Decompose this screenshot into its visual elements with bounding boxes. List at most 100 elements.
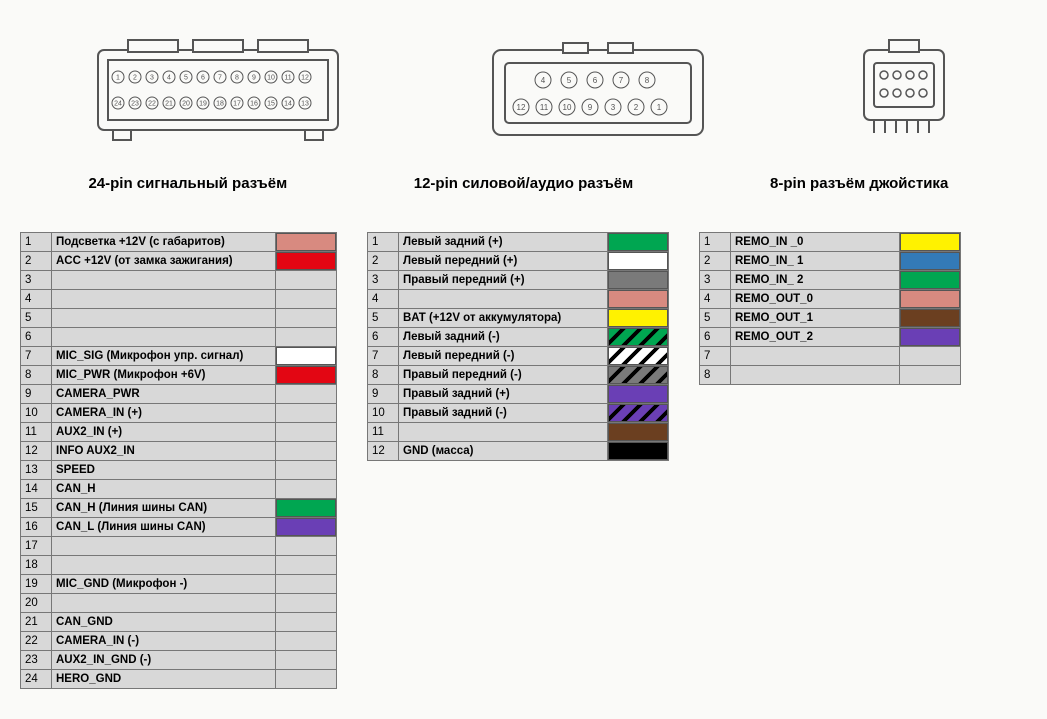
pin-number: 10 xyxy=(368,404,399,423)
svg-text:22: 22 xyxy=(148,101,156,108)
table-row: 14CAN_H xyxy=(21,480,337,499)
pin-number: 11 xyxy=(368,423,399,442)
pin-color-swatch xyxy=(276,518,337,537)
pin-label: MIC_GND (Микрофон -) xyxy=(52,575,276,594)
pin-label xyxy=(52,328,276,347)
pin-number: 24 xyxy=(21,670,52,689)
pin-color-swatch xyxy=(276,347,337,366)
pin-color-swatch xyxy=(276,366,337,385)
pin-color-swatch xyxy=(276,480,337,499)
pin-number: 3 xyxy=(700,271,731,290)
pin-color-swatch xyxy=(276,651,337,670)
svg-text:20: 20 xyxy=(182,101,190,108)
connector-8pin-svg xyxy=(849,35,959,145)
pin-color-swatch xyxy=(276,670,337,689)
connector-12pin-svg: 456781211109321 xyxy=(483,35,713,145)
pin-color-swatch xyxy=(900,347,961,366)
pin-label: REMO_OUT_2 xyxy=(731,328,900,347)
table-8pin: 1REMO_IN _02REMO_IN_ 13REMO_IN_ 24REMO_O… xyxy=(699,232,961,385)
pin-color-swatch xyxy=(608,233,669,252)
pin-label: REMO_IN_ 1 xyxy=(731,252,900,271)
pin-color-swatch xyxy=(276,442,337,461)
pin-label: Левый передний (-) xyxy=(399,347,608,366)
pin-label: CAMERA_PWR xyxy=(52,385,276,404)
svg-text:17: 17 xyxy=(233,101,241,108)
svg-text:10: 10 xyxy=(563,103,572,112)
table-row: 10Правый задний (-) xyxy=(368,404,669,423)
pin-label xyxy=(399,290,608,309)
pin-color-swatch xyxy=(276,613,337,632)
pin-number: 9 xyxy=(21,385,52,404)
svg-text:7: 7 xyxy=(619,76,624,85)
pin-color-swatch xyxy=(276,499,337,518)
pin-number: 15 xyxy=(21,499,52,518)
svg-text:19: 19 xyxy=(199,101,207,108)
svg-text:15: 15 xyxy=(267,101,275,108)
pin-color-swatch xyxy=(900,233,961,252)
connector-24pin-drawing: 123456789101112242322212019181716151413 xyxy=(88,35,348,145)
pin-color-swatch xyxy=(608,252,669,271)
pin-label: CAN_H xyxy=(52,480,276,499)
svg-text:6: 6 xyxy=(201,75,205,82)
table-row: 24HERO_GND xyxy=(21,670,337,689)
pin-number: 2 xyxy=(21,252,52,271)
pin-number: 18 xyxy=(21,556,52,575)
pin-label: Правый передний (-) xyxy=(399,366,608,385)
pin-label: REMO_IN_ 2 xyxy=(731,271,900,290)
pin-number: 11 xyxy=(21,423,52,442)
pin-label xyxy=(52,594,276,613)
pin-label xyxy=(731,366,900,385)
pin-label: ACC +12V (от замка зажигания) xyxy=(52,252,276,271)
table-row: 20 xyxy=(21,594,337,613)
pin-color-swatch xyxy=(276,404,337,423)
pin-color-swatch xyxy=(608,385,669,404)
pin-number: 5 xyxy=(21,309,52,328)
svg-text:14: 14 xyxy=(284,101,292,108)
svg-text:10: 10 xyxy=(267,75,275,82)
table-row: 16CAN_L (Линия шины CAN) xyxy=(21,518,337,537)
pin-number: 12 xyxy=(21,442,52,461)
table-row: 18 xyxy=(21,556,337,575)
pin-number: 5 xyxy=(368,309,399,328)
pin-label: REMO_OUT_1 xyxy=(731,309,900,328)
pin-number: 23 xyxy=(21,651,52,670)
pin-label: AUX2_IN_GND (-) xyxy=(52,651,276,670)
svg-text:1: 1 xyxy=(657,103,662,112)
table-row: 6 xyxy=(21,328,337,347)
svg-text:3: 3 xyxy=(611,103,616,112)
svg-text:4: 4 xyxy=(167,75,171,82)
pin-tables-row: 1Подсветка +12V (с габаритов)2ACC +12V (… xyxy=(0,212,1047,689)
table-row: 7MIC_SIG (Микрофон упр. сигнал) xyxy=(21,347,337,366)
pin-number: 3 xyxy=(368,271,399,290)
svg-text:11: 11 xyxy=(284,75,291,82)
pin-color-swatch xyxy=(276,252,337,271)
svg-text:23: 23 xyxy=(131,101,139,108)
pin-color-swatch xyxy=(276,632,337,651)
svg-text:24: 24 xyxy=(114,101,122,108)
pin-color-swatch xyxy=(900,271,961,290)
pin-color-swatch xyxy=(276,575,337,594)
table-row: 8Правый передний (-) xyxy=(368,366,669,385)
pin-color-swatch xyxy=(608,442,669,461)
table-row: 6REMO_OUT_2 xyxy=(700,328,961,347)
pin-number: 3 xyxy=(21,271,52,290)
pin-color-swatch xyxy=(608,347,669,366)
pin-label: Правый передний (+) xyxy=(399,271,608,290)
pin-color-swatch xyxy=(900,328,961,347)
svg-text:4: 4 xyxy=(541,76,546,85)
pin-label: Правый задний (-) xyxy=(399,404,608,423)
table-12pin: 1Левый задний (+)2Левый передний (+)3Пра… xyxy=(367,232,669,461)
table-row: 12GND (масса) xyxy=(368,442,669,461)
table-row: 7 xyxy=(700,347,961,366)
pin-number: 5 xyxy=(700,309,731,328)
table-row: 8MIC_PWR (Микрофон +6V) xyxy=(21,366,337,385)
pin-number: 1 xyxy=(368,233,399,252)
pin-label: CAN_GND xyxy=(52,613,276,632)
pin-label xyxy=(52,290,276,309)
svg-text:3: 3 xyxy=(150,75,154,82)
pin-number: 22 xyxy=(21,632,52,651)
table-row: 8 xyxy=(700,366,961,385)
pin-color-swatch xyxy=(608,423,669,442)
pin-number: 12 xyxy=(368,442,399,461)
svg-text:18: 18 xyxy=(216,101,224,108)
